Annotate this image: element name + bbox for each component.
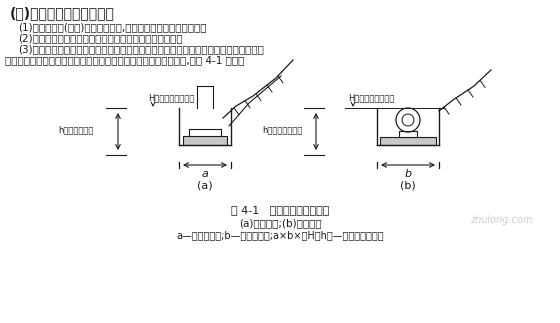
Bar: [399, 131, 417, 137]
Text: 算。其中挖土石深度为原地面平均标高至坑、槽底平均标高的深度,如图 4-1 所示。: 算。其中挖土石深度为原地面平均标高至坑、槽底平均标高的深度,如图 4-1 所示。: [5, 55, 244, 65]
Text: a—桥台庸层宽;b—桥台庸层长;a×b×（H－h）—管沟挖方工程量: a—桥台庸层宽;b—桥台庸层长;a×b×（H－h）—管沟挖方工程量: [176, 230, 384, 240]
Text: (a): (a): [197, 181, 213, 191]
Text: H原地面线平均标高: H原地面线平均标高: [348, 93, 394, 102]
Text: (3)挖沟槽和基坑土石方清单工程量按设计图示尺寸以基础庸层底面积乘以挖土石深度计: (3)挖沟槽和基坑土石方清单工程量按设计图示尺寸以基础庸层底面积乘以挖土石深度计: [18, 44, 264, 54]
Bar: [380, 137, 436, 145]
Text: h坑底平均标高: h坑底平均标高: [58, 125, 94, 134]
Text: (2)挖一般土石方清单工程量按设计图示尺寸以体积计算。: (2)挖一般土石方清单工程量按设计图示尺寸以体积计算。: [18, 33, 183, 43]
Text: (1)填方以压实(夸实)后的体积计算,挖方以自然密实度体积计算。: (1)填方以压实(夸实)后的体积计算,挖方以自然密实度体积计算。: [18, 22, 207, 32]
Text: a: a: [202, 169, 208, 179]
Text: H原地面线平均标高: H原地面线平均标高: [148, 93, 194, 102]
Text: h沟槽底平均标高: h沟槽底平均标高: [262, 125, 302, 134]
Text: b: b: [404, 169, 412, 179]
Text: zhulong.com: zhulong.com: [470, 215, 533, 225]
Bar: [183, 136, 227, 145]
Text: 图 4-1   挖沟槽和基坑土石方: 图 4-1 挖沟槽和基坑土石方: [231, 205, 329, 215]
Text: (b): (b): [400, 181, 416, 191]
Text: (a)基坑挖方;(b)沟槽挖方: (a)基坑挖方;(b)沟槽挖方: [239, 218, 321, 228]
Text: (一)土石方工程量计算说明: (一)土石方工程量计算说明: [10, 6, 115, 20]
